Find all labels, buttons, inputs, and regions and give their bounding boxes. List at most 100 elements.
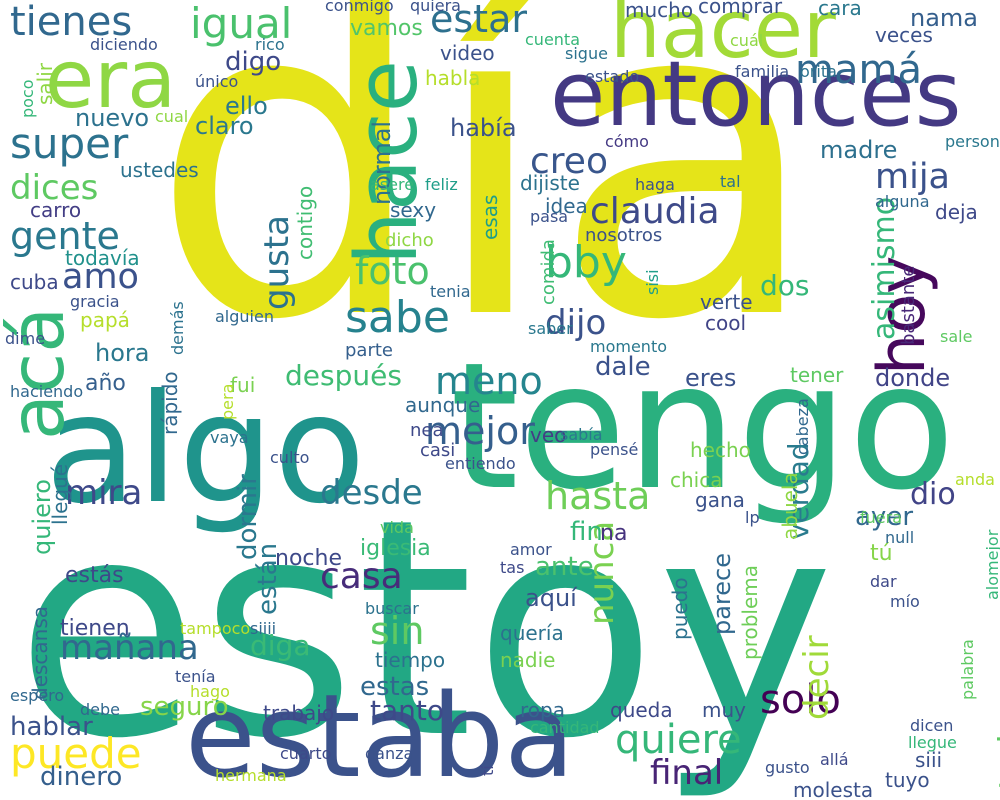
word: hora [95, 339, 150, 367]
word: nea [410, 420, 444, 441]
word: después [285, 359, 402, 392]
word: sabía [560, 425, 603, 444]
word: dos [760, 269, 810, 302]
word: parece [708, 552, 736, 635]
word: conmigo [325, 0, 394, 15]
word: hasta [545, 474, 651, 518]
word: dijo [545, 303, 607, 343]
word: entiendo [445, 454, 516, 473]
word: veo [530, 423, 567, 447]
word: dicho [385, 230, 434, 251]
word: parte [345, 340, 393, 361]
word: bastante [898, 265, 919, 345]
word: danza [365, 744, 414, 763]
word: cool [705, 311, 747, 335]
word: pensé [590, 440, 639, 459]
word: iglesia [360, 536, 431, 561]
word: todavía [65, 246, 140, 270]
word: puede [10, 729, 142, 778]
word: demás [168, 301, 187, 355]
word: mira [65, 473, 143, 513]
word: null [885, 528, 915, 547]
word: sabe [345, 292, 450, 343]
word: tenia [430, 282, 471, 301]
word: gracia [70, 292, 120, 311]
word: tuyo [885, 768, 930, 792]
word: cómo [605, 132, 649, 151]
word: era [45, 33, 177, 126]
word: sin [370, 609, 425, 653]
word: comprar [698, 0, 783, 18]
word: espero [10, 686, 65, 705]
word: alguna [875, 192, 930, 211]
word: tí [478, 765, 497, 776]
word: estaba [185, 670, 575, 800]
word: eres [685, 364, 737, 392]
word: tengo [450, 326, 956, 529]
word: algo [45, 363, 366, 537]
word: veces [875, 23, 933, 47]
word: había [450, 114, 517, 142]
word: gente [10, 214, 120, 258]
word: deja [935, 200, 978, 224]
word: hecho [690, 438, 751, 462]
word: cuenta [525, 30, 580, 49]
word: llegué [48, 463, 72, 525]
word: dale [595, 352, 651, 382]
word: meno [435, 359, 543, 403]
word: habla [425, 66, 481, 90]
word: estás [65, 563, 124, 588]
word: donde [875, 364, 951, 392]
word: pasa [530, 207, 569, 226]
word: gusta [257, 214, 297, 310]
word: cara [818, 0, 862, 20]
word: anda [955, 470, 995, 489]
word: quiere [615, 717, 742, 763]
word: tas [500, 558, 525, 577]
word: lp [745, 508, 760, 527]
word: dinero [40, 762, 123, 792]
word: idea [545, 194, 588, 218]
word: mija [875, 157, 950, 197]
word: aunque [405, 393, 481, 417]
word: único [195, 72, 239, 91]
word: sisi [643, 269, 662, 295]
word: diciendo [90, 35, 158, 54]
word: llegue [908, 733, 957, 752]
word: salir [33, 62, 57, 105]
word: estas [360, 672, 430, 702]
word: cabeza [793, 398, 812, 455]
word: tampoco [180, 619, 251, 638]
word: allá [820, 750, 849, 769]
word: estoy [15, 455, 835, 800]
word: tiempo [375, 648, 446, 672]
word: digo [225, 47, 282, 77]
word: tenía [175, 667, 216, 686]
word: asere [370, 175, 415, 194]
word: culto [270, 448, 310, 467]
word: comida [538, 239, 559, 305]
word: decir [797, 635, 837, 720]
word: asimismo [867, 196, 902, 340]
word: tener [790, 363, 844, 387]
word: abuela [778, 472, 802, 540]
word: fuera [860, 508, 902, 527]
word: hablar [10, 712, 93, 742]
word: pera [218, 383, 237, 420]
word: nadie [500, 648, 556, 672]
word: carro [30, 198, 82, 222]
word: palabra [958, 639, 977, 700]
word: alguien [215, 307, 274, 326]
word: feliz [425, 175, 458, 194]
word: haciendo [10, 382, 84, 401]
word: siii [915, 748, 943, 772]
word: bby [545, 237, 627, 288]
word: amor [510, 540, 552, 559]
word: puedo [668, 577, 692, 640]
word: esas [478, 194, 502, 240]
word: debe [80, 700, 120, 719]
word: cual [155, 107, 189, 126]
word: fui [230, 373, 256, 397]
word: familia [735, 62, 790, 81]
